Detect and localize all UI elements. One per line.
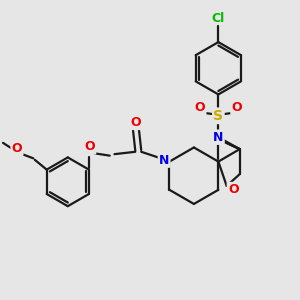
Text: N: N	[213, 131, 224, 144]
Text: O: O	[232, 101, 242, 114]
Text: O: O	[85, 140, 95, 153]
Text: O: O	[195, 101, 205, 114]
Text: N: N	[159, 154, 169, 166]
Text: O: O	[12, 142, 22, 155]
Text: O: O	[228, 183, 238, 196]
Text: Cl: Cl	[212, 12, 225, 26]
Text: O: O	[130, 116, 141, 129]
Text: S: S	[213, 109, 224, 123]
